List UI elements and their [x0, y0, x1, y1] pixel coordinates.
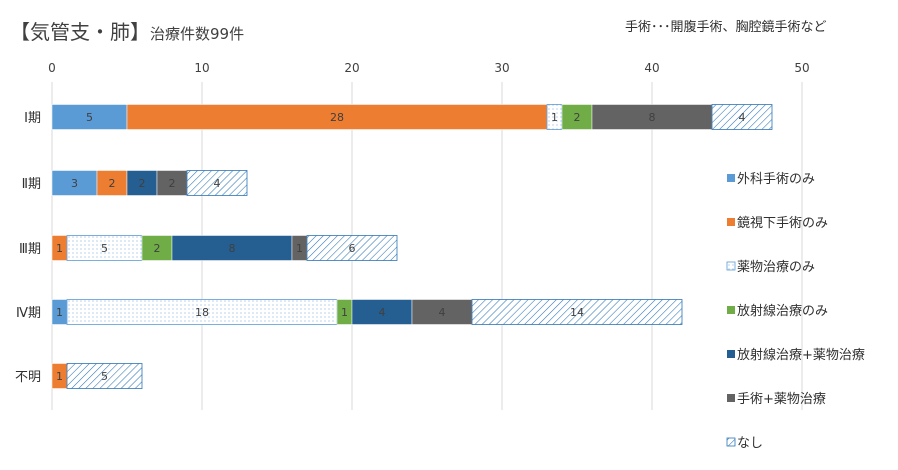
x-axis-ticks: 0 10 20 30 40 50	[48, 61, 809, 75]
data-label: 2	[574, 111, 581, 124]
bar-segment	[156, 170, 188, 196]
bar-segment	[51, 104, 128, 130]
category-label: Ⅲ期	[19, 242, 41, 257]
data-label: 4	[214, 177, 221, 190]
bar-segment	[186, 170, 248, 196]
legend: 外科手術のみ鏡視下手術のみ薬物治療のみ放射線治療のみ放射線治療+薬物治療手術+薬…	[726, 172, 865, 451]
x-tick-label: 30	[494, 61, 509, 75]
legend-label: 外科手術のみ	[737, 172, 815, 187]
data-label: 1	[341, 306, 348, 319]
data-label: 3	[71, 177, 78, 190]
legend-label: 手術+薬物治療	[737, 392, 826, 407]
legend-swatch	[726, 261, 736, 271]
data-label: 2	[139, 177, 146, 190]
bar-segment	[591, 104, 713, 130]
legend-label: 薬物治療のみ	[737, 260, 815, 275]
legend-label: 放射線治療+薬物治療	[737, 347, 865, 363]
legend-label: 放射線治療のみ	[737, 303, 828, 319]
x-tick-label: 0	[48, 61, 56, 75]
legend-swatch	[727, 218, 735, 226]
data-label: 1	[56, 242, 63, 255]
x-tick-label: 10	[194, 61, 209, 75]
data-label: 14	[570, 306, 584, 319]
bar-segment	[66, 235, 143, 261]
chart-title: 【気管支・肺】治療件数99件	[10, 16, 244, 45]
category-label: Ⅰ期	[24, 111, 41, 126]
data-label: 5	[101, 370, 108, 383]
bar-segment	[66, 363, 143, 389]
data-label: 1	[296, 242, 303, 255]
legend-label: なし	[737, 436, 763, 451]
data-labels: 5 28 1 2 8 43 2 2 2 41 5 2 8 1 61 18 1 4 4 141 5	[56, 111, 746, 383]
x-tick-label: 40	[644, 61, 659, 75]
data-label: 4	[379, 306, 386, 319]
data-label: 1	[56, 370, 63, 383]
legend-swatch	[726, 437, 736, 447]
chart-note: 手術･･･開腹手術、胸腔鏡手術など	[625, 20, 827, 35]
bar-segment	[561, 104, 593, 130]
bar-segment	[711, 104, 773, 130]
bar-segment	[66, 299, 338, 325]
bar-segment	[126, 104, 548, 130]
data-label: 1	[56, 306, 63, 319]
data-label: 8	[229, 242, 236, 255]
x-tick-label: 20	[344, 61, 359, 75]
data-label: 8	[649, 111, 656, 124]
category-label: Ⅱ期	[22, 177, 41, 192]
x-tick-label: 50	[794, 61, 809, 75]
bar-segment	[51, 170, 98, 196]
data-label: 18	[195, 306, 209, 319]
bar-segment	[471, 299, 683, 325]
bar-segment	[306, 235, 398, 261]
bar-segment	[141, 235, 173, 261]
bars	[51, 104, 773, 389]
legend-swatch	[727, 306, 735, 314]
data-label: 2	[109, 177, 116, 190]
category-label: 不明	[15, 370, 41, 385]
data-label: 5	[86, 111, 93, 124]
chart-title-main: 【気管支・肺】	[10, 20, 150, 44]
data-label: 2	[169, 177, 176, 190]
legend-swatch	[727, 394, 735, 402]
data-label: 6	[349, 242, 356, 255]
legend-swatch	[727, 350, 735, 358]
data-label: 1	[551, 111, 558, 124]
data-label: 2	[154, 242, 161, 255]
bar-segment	[351, 299, 413, 325]
data-label: 4	[439, 306, 446, 319]
chart-title-sub: 治療件数99件	[150, 25, 245, 43]
legend-swatch	[727, 174, 735, 182]
category-label: Ⅳ期	[16, 306, 41, 321]
data-label: 28	[330, 111, 344, 124]
data-label: 5	[101, 242, 108, 255]
bar-segment	[171, 235, 293, 261]
bar-segment	[126, 170, 158, 196]
data-label: 4	[739, 111, 746, 124]
bar-segment	[411, 299, 473, 325]
legend-label: 鏡視下手術のみ	[737, 216, 828, 231]
